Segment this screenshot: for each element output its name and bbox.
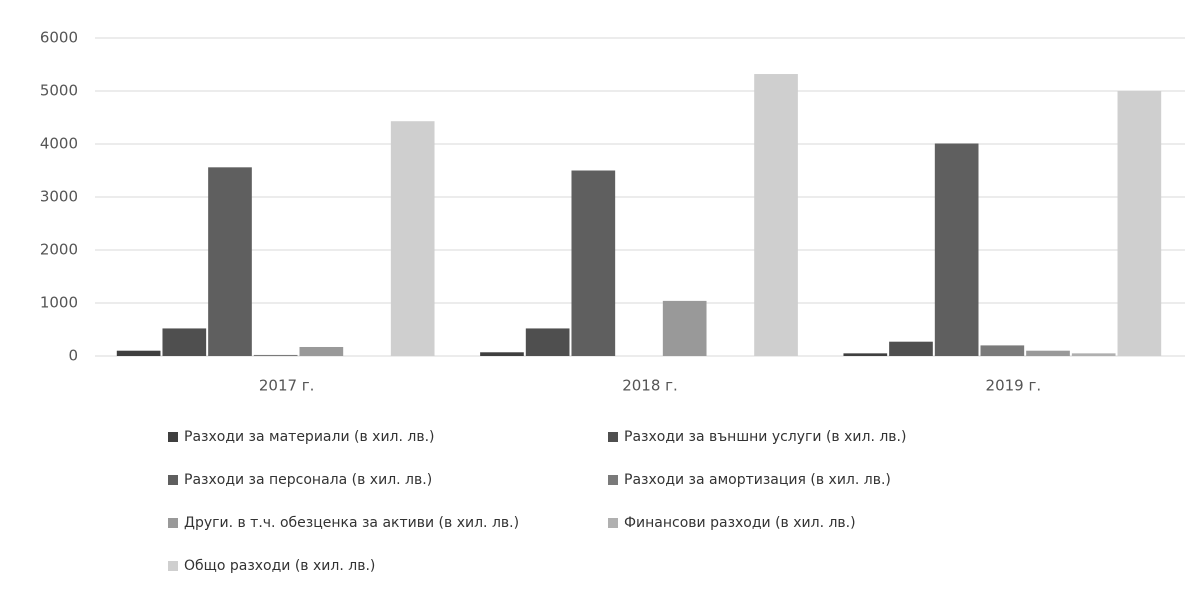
x-tick-label: 2017 г. (259, 377, 315, 395)
bar (754, 74, 798, 356)
legend-label: Финансови разходи (в хил. лв.) (624, 515, 856, 531)
legend-swatch (168, 475, 178, 485)
bar (889, 341, 933, 356)
legend-label: Разходи за външни услуги (в хил. лв.) (624, 429, 906, 445)
legend-label: Разходи за материали (в хил. лв.) (184, 429, 435, 445)
x-tick-label: 2019 г. (986, 377, 1042, 395)
y-tick-label: 0 (68, 347, 78, 365)
bar (980, 345, 1025, 356)
legend-label: Други. в т.ч. обезценка за активи (в хил… (184, 515, 519, 531)
y-tick-label: 2000 (40, 241, 78, 259)
legend-swatch (608, 432, 618, 442)
y-tick-label: 6000 (40, 29, 78, 47)
bar (1117, 91, 1162, 356)
bar (934, 143, 979, 356)
bar (390, 121, 435, 357)
bar (162, 328, 207, 356)
bar (525, 328, 570, 356)
bar (843, 353, 888, 356)
y-tick-label: 4000 (40, 135, 78, 153)
bar (480, 352, 524, 356)
bar (1026, 350, 1070, 356)
x-tick-label: 2018 г. (622, 377, 678, 395)
bar (116, 350, 161, 356)
legend-swatch (168, 561, 178, 571)
legend-swatch (168, 432, 178, 442)
legend-label: Разходи за персонала (в хил. лв.) (184, 472, 432, 488)
bar (1071, 353, 1116, 356)
bar (208, 167, 252, 356)
legend-swatch (168, 518, 178, 528)
bar (662, 300, 707, 356)
bar (299, 346, 344, 356)
bar (571, 170, 616, 356)
legend: Разходи за материали (в хил. лв.) Разходи… (168, 429, 906, 574)
y-tick-label: 3000 (40, 188, 78, 206)
legend-swatch (608, 475, 618, 485)
y-tick-label: 5000 (40, 82, 78, 100)
y-tick-label: 1000 (40, 294, 78, 312)
legend-label: Разходи за амортизация (в хил. лв.) (624, 472, 891, 488)
bar (253, 354, 298, 356)
legend-label: Общо разходи (в хил. лв.) (184, 558, 375, 574)
legend-swatch (608, 518, 618, 528)
